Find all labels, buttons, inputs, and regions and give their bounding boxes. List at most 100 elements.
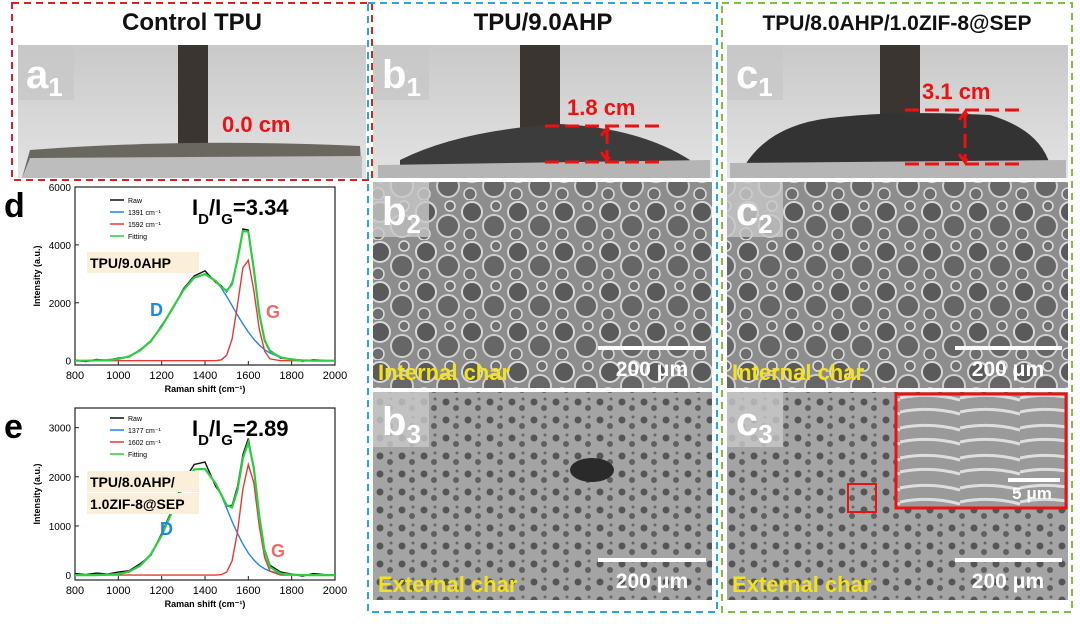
- height-label: 3.1 cm: [922, 79, 991, 104]
- series-line: [75, 461, 335, 576]
- panel-label: c3: [736, 400, 773, 449]
- panel-sub: 2: [758, 209, 772, 239]
- sample-label: TPU/8.0AHP/: [90, 474, 175, 490]
- panel-letter: c: [736, 400, 758, 444]
- series-line: [75, 438, 335, 577]
- photo-a1: [18, 45, 366, 178]
- height-label: 1.8 cm: [567, 95, 636, 120]
- caption: Internal char: [732, 360, 864, 385]
- legend-label: 1391 cm⁻¹: [128, 210, 162, 217]
- y-axis-label: Intensity (a.u.): [32, 245, 42, 306]
- peak-label: D: [160, 519, 173, 539]
- y-axis-label: Intensity (a.u.): [32, 463, 42, 524]
- sem-b3: [373, 392, 712, 600]
- x-tick-label: 1200: [149, 370, 173, 382]
- caption: External char: [732, 572, 872, 597]
- ratio-part: /I: [209, 195, 221, 220]
- panel-letter: c: [736, 53, 758, 97]
- caption: Internal char: [378, 360, 510, 385]
- x-tick-label: 1600: [236, 585, 260, 597]
- x-tick-label: 1000: [106, 585, 130, 597]
- panel-sub: 1: [406, 72, 420, 102]
- x-tick-label: 800: [66, 585, 84, 597]
- series-line: [75, 273, 335, 362]
- x-axis-label: Raman shift (cm⁻¹): [165, 599, 246, 609]
- ratio-label: ID/IG=3.34: [192, 195, 289, 228]
- series-line: [75, 229, 335, 362]
- panel-letter: b: [382, 190, 406, 234]
- legend-label: Fitting: [128, 452, 147, 459]
- x-tick-label: 1000: [106, 370, 130, 382]
- y-tick-label: 2000: [49, 299, 72, 310]
- peak-label: G: [266, 302, 280, 322]
- y-tick-label: 6000: [49, 183, 72, 194]
- x-axis-label: Raman shift (cm⁻¹): [165, 384, 246, 394]
- panel-sub: 3: [758, 419, 772, 449]
- peak-label: G: [271, 541, 285, 561]
- panel-label: b1: [382, 53, 421, 102]
- column-title: TPU/9.0AHP: [474, 9, 613, 36]
- y-tick-label: 1000: [49, 522, 72, 533]
- height-label: 0.0 cm: [222, 112, 291, 137]
- series-line: [75, 258, 335, 362]
- x-tick-label: 1800: [279, 370, 303, 382]
- x-tick-label: 1200: [149, 585, 173, 597]
- panel-sub: 1: [48, 72, 62, 102]
- panel-label: c2: [736, 190, 773, 239]
- ratio-part: =2.89: [233, 416, 289, 441]
- sample-label: TPU/9.0AHP: [90, 255, 171, 271]
- x-tick-label: 2000: [323, 370, 347, 382]
- scale-label: 5 μm: [1012, 484, 1052, 503]
- y-tick-label: 2000: [49, 473, 72, 484]
- height-arrow: [545, 124, 665, 164]
- panel-letter: b: [382, 53, 406, 97]
- y-tick-label: 0: [65, 571, 71, 582]
- column-title: Control TPU: [122, 9, 262, 36]
- panel-sub: 2: [406, 209, 420, 239]
- scale-label: 200 μm: [616, 358, 688, 381]
- legend-label: 1377 cm⁻¹: [128, 428, 162, 435]
- sample-bg: [87, 471, 199, 492]
- scale-label: 200 μm: [616, 570, 688, 593]
- caption: External char: [378, 572, 518, 597]
- sem-b2: [373, 182, 712, 388]
- y-tick-label: 3000: [49, 424, 72, 435]
- x-tick-label: 1800: [279, 585, 303, 597]
- panel-letter: b: [382, 400, 406, 444]
- panel-letter: a: [26, 53, 49, 97]
- x-tick-label: 800: [66, 370, 84, 382]
- y-tick-label: 0: [65, 357, 71, 368]
- ratio-part: /I: [209, 416, 221, 441]
- ratio-part: I: [192, 195, 198, 220]
- panel-label: b3: [382, 400, 421, 449]
- sem-c2: [727, 182, 1068, 388]
- panel-letter: e: [4, 408, 23, 446]
- zoom-box: [847, 483, 877, 513]
- y-tick-label: 4000: [49, 241, 72, 252]
- frame-ahp: [367, 2, 718, 613]
- ratio-part: =3.34: [233, 195, 289, 220]
- frame-control: [11, 2, 373, 181]
- legend-label: 1592 cm⁻¹: [128, 222, 162, 229]
- scale-label: 200 μm: [972, 358, 1044, 381]
- panel-label: c1: [736, 53, 773, 102]
- panel-label: a1: [26, 53, 63, 102]
- sample-bg: [87, 252, 199, 273]
- ratio-label: ID/IG=2.89: [192, 416, 289, 449]
- panel-sub: 3: [406, 419, 420, 449]
- legend-label: Fitting: [128, 234, 147, 241]
- ratio-part: D: [198, 211, 209, 228]
- x-tick-label: 1600: [236, 370, 260, 382]
- sample-label: 1.0ZIF-8@SEP: [90, 496, 185, 512]
- ratio-part: I: [192, 416, 198, 441]
- frame-zif: [721, 2, 1073, 613]
- height-arrow: [905, 108, 1025, 166]
- panel-sub: 1: [758, 72, 772, 102]
- scale-label: 200 μm: [972, 570, 1044, 593]
- sample-bg: [87, 493, 199, 514]
- inset: [894, 392, 1068, 510]
- x-tick-label: 2000: [323, 585, 347, 597]
- panel-letter: d: [4, 187, 25, 225]
- ratio-part: G: [221, 211, 233, 228]
